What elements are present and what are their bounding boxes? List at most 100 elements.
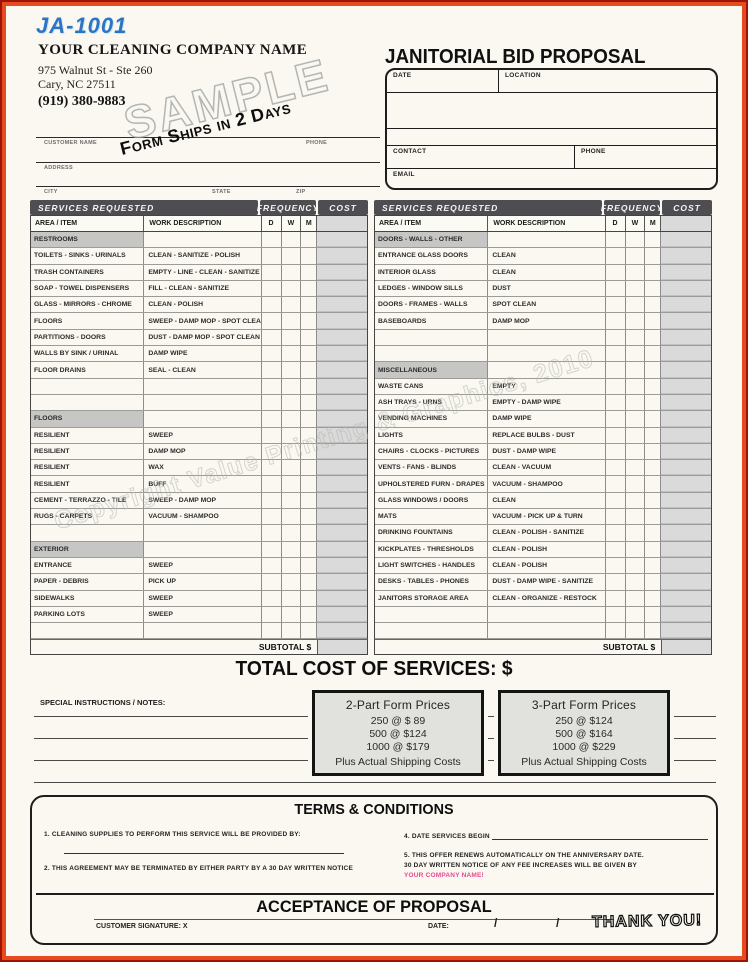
cost-cell (317, 492, 368, 509)
work-description-column-header: WORK DESCRIPTION (488, 216, 606, 231)
table-row: RESTROOMS (31, 232, 368, 249)
weekly-checkbox-cell (282, 606, 302, 623)
cost-cell (661, 623, 712, 639)
monthly-checkbox-cell (301, 248, 318, 264)
weekly-checkbox-cell (626, 346, 646, 362)
monthly-checkbox-cell (645, 460, 662, 476)
cost-cell (317, 606, 368, 623)
table-row: PARTITIONS - DOORS DUST - DAMP MOP - SPO… (31, 329, 368, 347)
monthly-checkbox-cell (301, 623, 318, 639)
monthly-checkbox-cell (301, 606, 318, 623)
term-item-2: 2. THIS AGREEMENT MAY BE TERMINATED BY E… (44, 865, 353, 872)
daily-checkbox-cell (606, 362, 626, 378)
cost-cell (661, 297, 712, 313)
area-item-column-header: AREA / ITEM (375, 216, 489, 231)
weekly-checkbox-cell (626, 574, 646, 590)
daily-checkbox-cell (606, 476, 626, 492)
special-instructions-label: SPECIAL INSTRUCTIONS / NOTES: (40, 698, 166, 707)
table-row (31, 378, 368, 395)
weekly-checkbox-cell (626, 557, 646, 574)
daily-checkbox-cell (262, 509, 282, 525)
weekly-column-header: W (282, 216, 302, 231)
work-description-cell: VACUUM - PICK UP & TURN (488, 509, 606, 525)
monthly-checkbox-cell (301, 264, 318, 280)
work-description-cell (144, 525, 262, 541)
work-description-cell: CLEAN - ORGANIZE - RESTOCK (488, 590, 606, 606)
area-item-cell: MATS (375, 509, 489, 525)
daily-checkbox-cell (606, 574, 626, 590)
weekly-checkbox-cell (282, 476, 302, 492)
cost-cell (317, 541, 368, 557)
weekly-checkbox-cell (626, 427, 646, 443)
monthly-checkbox-cell (645, 476, 662, 492)
area-item-cell: DESKS - TABLES - PHONES (375, 574, 489, 590)
term-5-line2: 30 DAY WRITTEN NOTICE OF ANY FEE INCREAS… (404, 861, 638, 869)
cost-cell (661, 394, 712, 411)
weekly-checkbox-cell (282, 297, 302, 313)
daily-checkbox-cell (606, 394, 626, 411)
monthly-checkbox-cell (301, 476, 318, 492)
work-description-cell (488, 346, 606, 362)
form-title: JANITORIAL BID PROPOSAL (385, 46, 646, 68)
monthly-column-header: M (645, 216, 662, 231)
weekly-checkbox-cell (282, 313, 302, 329)
subtotal-cost-cell (317, 640, 367, 655)
monthly-checkbox-cell (645, 362, 662, 378)
work-description-cell: SWEEP - DAMP MOP (144, 492, 262, 509)
daily-checkbox-cell (606, 329, 626, 346)
weekly-checkbox-cell (626, 297, 646, 313)
area-item-cell: CHAIRS - CLOCKS - PICTURES (375, 443, 489, 460)
daily-checkbox-cell (262, 557, 282, 574)
weekly-checkbox-cell (626, 509, 646, 525)
area-item-cell: PARTITIONS - DOORS (31, 329, 145, 346)
monthly-checkbox-cell (301, 460, 318, 476)
price-tier: 500 @ $124 (369, 727, 427, 740)
date-slash: / (494, 916, 498, 930)
table-body: DOORS - WALLS - OTHER ENTRANCE GLASS DOO… (374, 232, 712, 640)
company-name: YOUR CLEANING COMPANY NAME (38, 42, 308, 58)
monthly-checkbox-cell (645, 313, 662, 329)
cost-cell (661, 557, 712, 574)
monthly-checkbox-cell (301, 590, 318, 606)
work-description-cell: DUST - DAMP WIPE (488, 443, 606, 460)
weekly-checkbox-cell (626, 313, 646, 329)
area-item-cell: DOORS - WALLS - OTHER (375, 232, 489, 248)
table-row (375, 623, 712, 640)
term-1-fill-line (64, 853, 344, 854)
cost-cell (661, 460, 712, 476)
subtotal-label: SUBTOTAL $ (602, 642, 656, 653)
work-description-cell: SWEEP (144, 557, 262, 574)
weekly-checkbox-cell (282, 329, 302, 346)
work-description-cell: CLEAN - POLISH (488, 557, 606, 574)
phone-field-label: PHONE (581, 148, 606, 155)
terms-heading: TERMS & CONDITIONS (294, 801, 454, 818)
cost-column-cell (661, 216, 711, 231)
monthly-checkbox-cell (645, 443, 662, 460)
monthly-checkbox-cell (301, 394, 318, 411)
daily-checkbox-cell (606, 313, 626, 329)
monthly-checkbox-cell (645, 232, 662, 248)
monthly-checkbox-cell (645, 427, 662, 443)
cost-cell (661, 492, 712, 509)
monthly-checkbox-cell (645, 297, 662, 313)
daily-checkbox-cell (262, 590, 282, 606)
work-description-cell (144, 232, 262, 248)
thank-you-text: THANK YOU! (591, 911, 703, 931)
work-description-cell: VACUUM - SHAMPOO (144, 509, 262, 525)
bid-info-box: DATE LOCATION CONTACT PHONE EMAIL (385, 68, 718, 190)
daily-checkbox-cell (606, 346, 626, 362)
area-item-cell: CEMENT - TERRAZZO - TILE (31, 492, 145, 509)
total-cost-line: TOTAL COST OF SERVICES: $ (235, 658, 513, 680)
cost-cell (317, 411, 368, 427)
weekly-checkbox-cell (626, 492, 646, 509)
table-row: EXTERIOR (31, 541, 368, 558)
area-item-cell: MISCELLANEOUS (375, 362, 489, 378)
weekly-checkbox-cell (626, 232, 646, 248)
price-tier: 250 @ $ 89 (370, 714, 426, 727)
work-description-cell (488, 329, 606, 346)
area-item-cell: VENTS - FANS - BLINDS (375, 460, 489, 476)
customer-phone-label: PHONE (306, 140, 328, 146)
area-item-cell: RESTROOMS (31, 232, 145, 248)
notes-ruled-line (34, 782, 716, 783)
contact-field-label: CONTACT (387, 146, 575, 168)
